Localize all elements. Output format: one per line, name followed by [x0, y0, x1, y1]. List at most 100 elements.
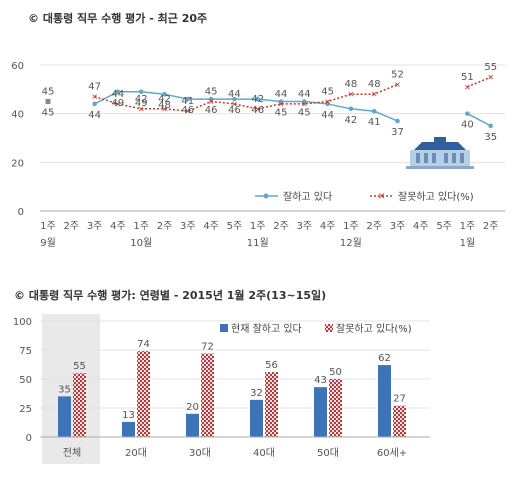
trend-x-tick: 4주: [413, 221, 429, 232]
trend-label-bad: 41: [181, 96, 194, 107]
trend-label-good: 46: [205, 105, 218, 116]
age-bar-bad: [73, 373, 86, 437]
trend-x-tick: 3주: [180, 221, 196, 232]
trend-point-good: [371, 108, 377, 114]
trend-line-bad: [467, 76, 491, 88]
trend-x-tick: 5주: [227, 221, 243, 232]
trend-label-bad: 44: [228, 89, 241, 100]
trend-point-good: [185, 96, 191, 102]
age-label-good: 62: [378, 353, 391, 364]
age-label-bad: 55: [73, 361, 86, 372]
legend-marker-bad: ✕: [378, 192, 386, 202]
trend-label-good: 46: [181, 105, 194, 116]
age-bar-good: [122, 421, 135, 437]
trend-point-good: [395, 118, 400, 124]
legend-label-good: 잘하고 있다: [283, 190, 332, 203]
trend-label-bad: 42: [158, 94, 171, 105]
trend-month-label: 9월: [40, 237, 56, 249]
trend-x-tick: 2주: [157, 221, 173, 232]
trend-x-tick: 4주: [203, 221, 219, 232]
age-bar-bad: [329, 379, 342, 437]
age-category-label: 60세+: [377, 447, 407, 459]
trend-label-bad: 48: [345, 79, 358, 90]
trend-point-good: [138, 89, 144, 95]
trend-point-good: [232, 96, 237, 102]
trend-point-good: [325, 101, 330, 107]
trend-label-bad: 45: [42, 87, 55, 98]
age-label-good: 35: [58, 384, 71, 395]
trend-point-bad: ✕: [487, 73, 494, 82]
age-label-bad: 50: [329, 367, 342, 378]
trend-point-good: [208, 96, 214, 102]
age-label-bad: 56: [265, 360, 278, 371]
trend-label-good: 48: [158, 100, 171, 111]
age-label-bad: 74: [137, 339, 150, 350]
age-bars: [58, 351, 406, 437]
age-label-bad: 27: [393, 394, 406, 405]
trend-point-bad: ✕: [394, 80, 401, 89]
total-category-highlight: [42, 314, 100, 464]
trend-point-good: [348, 106, 354, 112]
trend-label-bad: 42: [135, 94, 148, 105]
age-bar-good: [378, 365, 391, 437]
trend-point-good: [488, 123, 494, 129]
age-bar-bad: [201, 353, 214, 437]
trend-label-bad: 52: [391, 69, 404, 80]
trend-point-bad: ✕: [254, 105, 261, 114]
trend-point-bad: ✕: [278, 100, 285, 109]
trend-point-bad: ✕: [348, 90, 355, 99]
age-gridlines: [40, 320, 430, 409]
legend-label-good-age: 현재 잘하고 있다: [231, 322, 302, 335]
trend-month-label: 11월: [247, 237, 269, 249]
trend-point-start: [45, 99, 51, 104]
trend-label-good: 45: [42, 108, 55, 119]
trend-label-good: 44: [88, 110, 101, 121]
legend-label-bad-age: 잘못하고 있다(%): [336, 322, 412, 335]
trend-point-good: [255, 96, 260, 102]
age-category-label: 20대: [125, 447, 147, 459]
trend-point-bad: ✕: [115, 100, 122, 109]
age-bar-bad: [265, 372, 278, 437]
trend-x-tick: 1주: [40, 221, 56, 232]
age-y-tick: 0: [26, 433, 32, 444]
trend-label-good: 46: [251, 105, 264, 116]
age-y-tick: 100: [13, 317, 32, 328]
blue-house-icon: [406, 137, 474, 169]
age-y-tick: 25: [19, 404, 32, 415]
age-category-label: 30대: [189, 447, 211, 459]
trend-month-label: 10월: [130, 237, 152, 249]
trend-y-tick: 20: [11, 158, 24, 169]
age-label-bad: 72: [201, 341, 214, 352]
trend-month-label: 1월: [460, 237, 476, 249]
age-bar-good: [58, 396, 71, 437]
trend-series: ✕ ✕ ✕ ✕ ✕ ✕ ✕ ✕ ✕ ✕ ✕ ✕ ✕ ✕ ✕ ✕: [45, 73, 494, 129]
trend-label-good: 41: [368, 117, 381, 128]
trend-x-tick: 2주: [483, 221, 499, 232]
age-label-good: 43: [314, 375, 327, 386]
trend-x-tick: 2주: [366, 221, 382, 232]
trend-label-good: 49: [135, 98, 148, 109]
trend-point-good: [278, 99, 284, 104]
age-legend: 현재 잘하고 있다 잘못하고 있다(%): [220, 322, 412, 335]
trend-label-bad: 44: [298, 89, 311, 100]
trend-label-good: 45: [275, 108, 288, 119]
age-bar-bad: [137, 351, 150, 437]
trend-y-tick: 60: [11, 61, 24, 72]
age-bar-good: [250, 399, 263, 437]
trend-label-bad: 47: [88, 82, 101, 93]
legend-label-bad: 잘못하고 있다(%): [398, 190, 474, 203]
age-bar-good: [314, 387, 327, 437]
trend-point-bad: ✕: [208, 98, 215, 107]
trend-point-bad: ✕: [464, 83, 471, 92]
age-chart-title: © 대통령 직무 수행 평가: 연령별 - 2015년 1월 2주(13~15일…: [14, 288, 326, 302]
trend-x-tick: 3주: [297, 221, 313, 232]
trend-label-good: 35: [484, 132, 497, 143]
trend-line-good: [467, 113, 492, 127]
trend-x-tick: 1주: [460, 221, 476, 232]
trend-label-good: 44: [321, 110, 334, 121]
trend-point-good: [465, 111, 470, 116]
trend-label-good: 49: [112, 98, 125, 109]
trend-label-good: 37: [391, 127, 404, 138]
trend-point-good: [302, 99, 307, 104]
trend-label-good: 45: [298, 108, 311, 119]
